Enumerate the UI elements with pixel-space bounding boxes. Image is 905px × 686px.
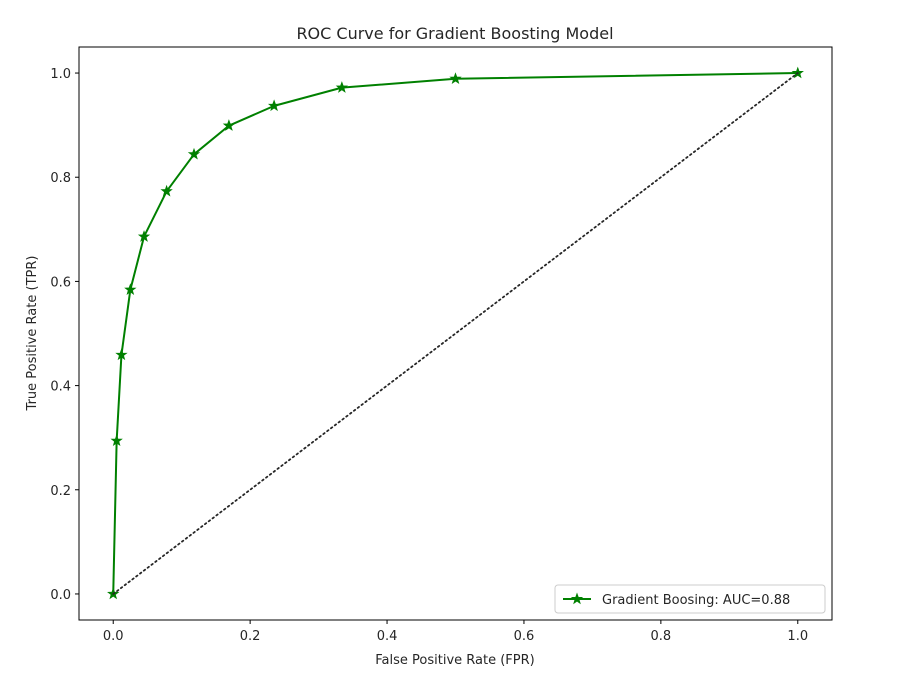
- plot-area: [107, 66, 804, 600]
- chance-diagonal-line: [112, 72, 799, 595]
- roc-point: [124, 283, 137, 295]
- y-axis-title: True Positive Rate (TPR): [25, 256, 40, 412]
- legend: Gradient Boosing: AUC=0.88: [554, 584, 826, 614]
- y-tick-label: 0.4: [50, 380, 71, 395]
- roc-point: [222, 119, 236, 131]
- roc-point: [335, 81, 349, 93]
- legend-frame: [554, 584, 826, 614]
- roc-point: [110, 434, 123, 447]
- y-tick-label: 1.0: [50, 67, 71, 82]
- roc-curve-line: [112, 72, 798, 594]
- x-tick-label: 0.2: [240, 629, 261, 644]
- y-tick-label: 0.0: [50, 588, 71, 603]
- y-tick-label: 0.2: [50, 484, 71, 499]
- roc-point: [187, 147, 201, 160]
- roc-point: [160, 184, 173, 197]
- x-axis-ticks: 0.0 0.2 0.4 0.6 0.8 1.0: [103, 620, 808, 644]
- roc-point: [449, 72, 462, 85]
- roc-point: [137, 230, 151, 242]
- x-tick-label: 0.0: [103, 629, 124, 644]
- roc-point: [267, 99, 281, 112]
- legend-label: Gradient Boosing: AUC=0.88: [602, 593, 790, 608]
- chart-title: ROC Curve for Gradient Boosting Model: [296, 24, 613, 43]
- roc-point: [115, 348, 128, 361]
- x-tick-label: 0.4: [377, 629, 398, 644]
- y-tick-label: 0.8: [50, 171, 71, 186]
- y-axis-ticks: 0.0 0.2 0.4 0.6 0.8 1.0: [50, 67, 79, 603]
- y-tick-label: 0.6: [50, 275, 71, 290]
- x-axis-title: False Positive Rate (FPR): [375, 653, 534, 668]
- x-tick-label: 0.6: [514, 629, 535, 644]
- x-tick-label: 1.0: [787, 629, 808, 644]
- x-tick-label: 0.8: [651, 629, 672, 644]
- plot-frame: [78, 46, 833, 621]
- legend-marker: [570, 592, 584, 605]
